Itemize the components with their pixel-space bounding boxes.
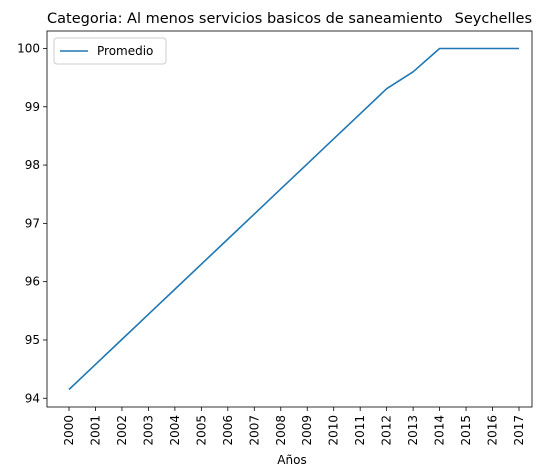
y-axis: 94 95 96 97 98 99 100 [17, 41, 47, 405]
y-tick-label: 100 [17, 41, 40, 55]
x-tick-label: 2008 [274, 415, 288, 446]
plot-frame [46, 30, 533, 408]
y-tick-label: 97 [25, 216, 40, 230]
x-tick-label: 2010 [327, 415, 341, 446]
y-tick-label: 95 [25, 333, 40, 347]
legend-box [53, 37, 167, 65]
series-layer [68, 47, 519, 391]
chart-title-left: Categoria: Al menos servicios basicos de… [47, 11, 443, 27]
y-tick-label: 99 [25, 100, 40, 114]
x-tick-label: 2016 [486, 415, 500, 446]
x-tick-label: 2004 [168, 415, 182, 446]
chart-title-right: Seychelles [455, 11, 532, 27]
x-tick-label: 2002 [115, 415, 129, 446]
series-line-promedio [68, 47, 519, 391]
y-tick-label: 94 [25, 391, 40, 405]
x-tick-label: 2017 [512, 415, 526, 446]
x-tick-label: 2013 [406, 415, 420, 446]
x-axis-label: Años [277, 453, 306, 467]
x-tick-label: 2009 [300, 415, 314, 446]
y-tick-label: 96 [25, 275, 40, 289]
x-tick-label: 2014 [433, 415, 447, 446]
legend-label-promedio: Promedio [97, 44, 153, 58]
x-tick-label: 2000 [62, 415, 76, 446]
x-tick-label: 2007 [247, 415, 261, 446]
x-tick-label: 2011 [353, 415, 367, 446]
x-tick-label: 2012 [380, 415, 394, 446]
x-tick-label: 2015 [459, 415, 473, 446]
x-tick-label: 2006 [221, 415, 235, 446]
legend: Promedio [53, 37, 167, 65]
x-axis: 2000 2001 2002 2003 2004 2005 2006 2007 2008 2009… [62, 407, 526, 446]
x-tick-label: 2001 [88, 415, 102, 446]
x-tick-label: 2005 [194, 415, 208, 446]
y-tick-label: 98 [25, 158, 40, 172]
x-tick-label: 2003 [141, 415, 155, 446]
